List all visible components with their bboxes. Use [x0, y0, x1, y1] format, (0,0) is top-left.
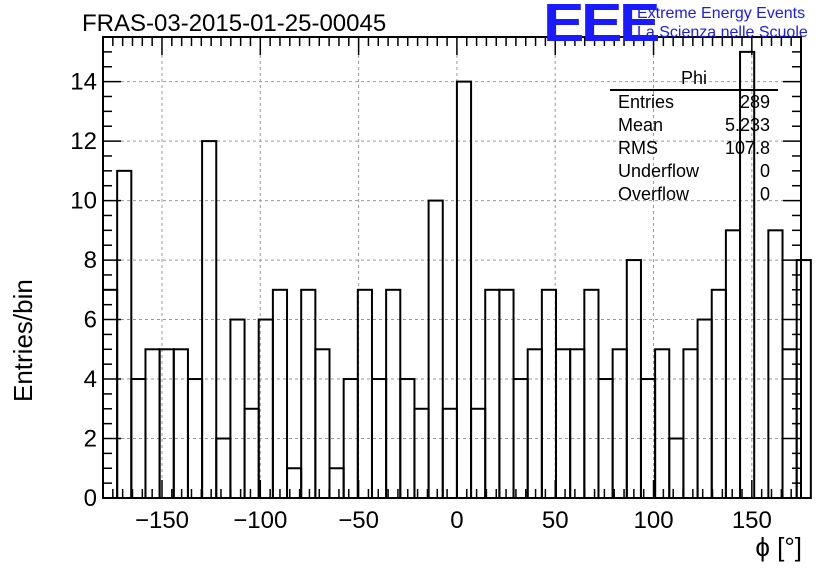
- histogram-bars: [102, 50, 812, 500]
- stats-row-rms: RMS 107.8: [610, 137, 778, 160]
- x-tick-label: 100: [634, 507, 674, 534]
- histogram-bin: [682, 348, 699, 499]
- stats-value: 5.233: [724, 115, 770, 135]
- histogram-bin: [455, 80, 473, 499]
- y-tick-label: 10: [70, 188, 97, 215]
- y-tick-label: 4: [84, 366, 97, 393]
- y-tick-label: 6: [84, 307, 97, 334]
- histogram-bin: [399, 378, 416, 499]
- histogram-bin: [569, 348, 586, 499]
- stats-row-overflow: Overflow 0: [610, 183, 778, 206]
- stats-label: Underflow: [618, 161, 700, 181]
- histogram-bin: [724, 229, 742, 500]
- stats-value: 0: [759, 161, 770, 181]
- y-tick-label: 14: [70, 69, 97, 96]
- x-tick-label: 150: [732, 507, 772, 534]
- stats-label: Overflow: [618, 184, 690, 204]
- stats-value: 289: [739, 92, 770, 112]
- logo-line-1: Extreme Energy Events: [637, 5, 806, 22]
- histogram-bin: [526, 348, 543, 499]
- histogram-bin: [356, 288, 373, 499]
- eee-logo-text: Extreme Energy Events La Scienza nelle S…: [637, 4, 808, 42]
- x-tick-label: 50: [542, 507, 569, 534]
- histogram-bin: [597, 378, 614, 499]
- histogram-bin: [470, 407, 487, 500]
- stats-label: Mean: [618, 115, 664, 135]
- stats-box: Phi Entries 289 Mean 5.233 RMS 107.8 Und…: [610, 68, 778, 206]
- histogram-bin: [385, 288, 402, 499]
- y-tick-label: 12: [70, 128, 97, 155]
- histogram-bin: [144, 348, 161, 499]
- histogram-bin: [413, 407, 430, 500]
- stats-value: 107.8: [724, 138, 770, 158]
- histogram-bin: [229, 318, 246, 500]
- histogram-bin: [484, 288, 501, 499]
- x-tick-label: 0: [450, 507, 463, 534]
- histogram-bin: [243, 407, 260, 500]
- histogram-bin: [654, 348, 671, 499]
- stats-label: RMS: [618, 138, 658, 158]
- histogram-bin: [441, 407, 458, 500]
- histogram-bin: [583, 288, 600, 499]
- y-tick-label: 0: [84, 485, 97, 512]
- histogram-bin: [201, 140, 218, 499]
- stats-label: Entries: [618, 92, 675, 112]
- stats-row-entries: Entries 289: [610, 91, 778, 114]
- stats-row-mean: Mean 5.233: [610, 114, 778, 137]
- histogram-bin: [215, 437, 232, 500]
- eee-logo: EEE: [543, 0, 660, 53]
- y-tick-label: 8: [84, 247, 97, 274]
- x-tick-label: −50: [338, 507, 379, 534]
- x-axis-label: ϕ [°]: [755, 532, 802, 562]
- histogram-bin: [611, 348, 628, 499]
- y-tick-label: 2: [84, 426, 97, 453]
- histogram-bin: [300, 288, 317, 499]
- histogram-bin: [767, 229, 784, 500]
- histogram-bin: [257, 318, 274, 500]
- stats-value: 0: [759, 184, 770, 204]
- histogram-bin: [116, 169, 133, 499]
- stats-box-title: Phi: [610, 68, 778, 91]
- plot-frame: [102, 36, 802, 499]
- histogram-bin: [498, 288, 515, 499]
- stats-row-underflow: Underflow 0: [610, 160, 778, 183]
- y-axis-label: Entries/bin: [8, 279, 38, 402]
- histogram-bin: [540, 288, 558, 499]
- axis-ticks: [103, 36, 802, 498]
- histogram-bin: [172, 348, 189, 499]
- histogram-bin: [271, 288, 289, 499]
- histogram-title: FRAS-03-2015-01-25-00045: [82, 10, 387, 37]
- histogram-bin: [555, 348, 572, 499]
- axis-tick-labels: −150 −100 −50 0 50 100 150 0 2 4 6 8 10 12 14: [70, 69, 772, 534]
- x-tick-label: −100: [233, 507, 287, 534]
- logo-line-2: La Scienza nelle Scuole: [637, 24, 808, 41]
- histogram-bin: [427, 199, 444, 499]
- histogram-bin: [696, 318, 713, 500]
- histogram-bin: [314, 348, 331, 499]
- histogram-bin: [328, 467, 345, 499]
- x-tick-label: −150: [135, 507, 189, 534]
- histogram-bin: [668, 437, 685, 500]
- histogram-bin: [710, 288, 727, 499]
